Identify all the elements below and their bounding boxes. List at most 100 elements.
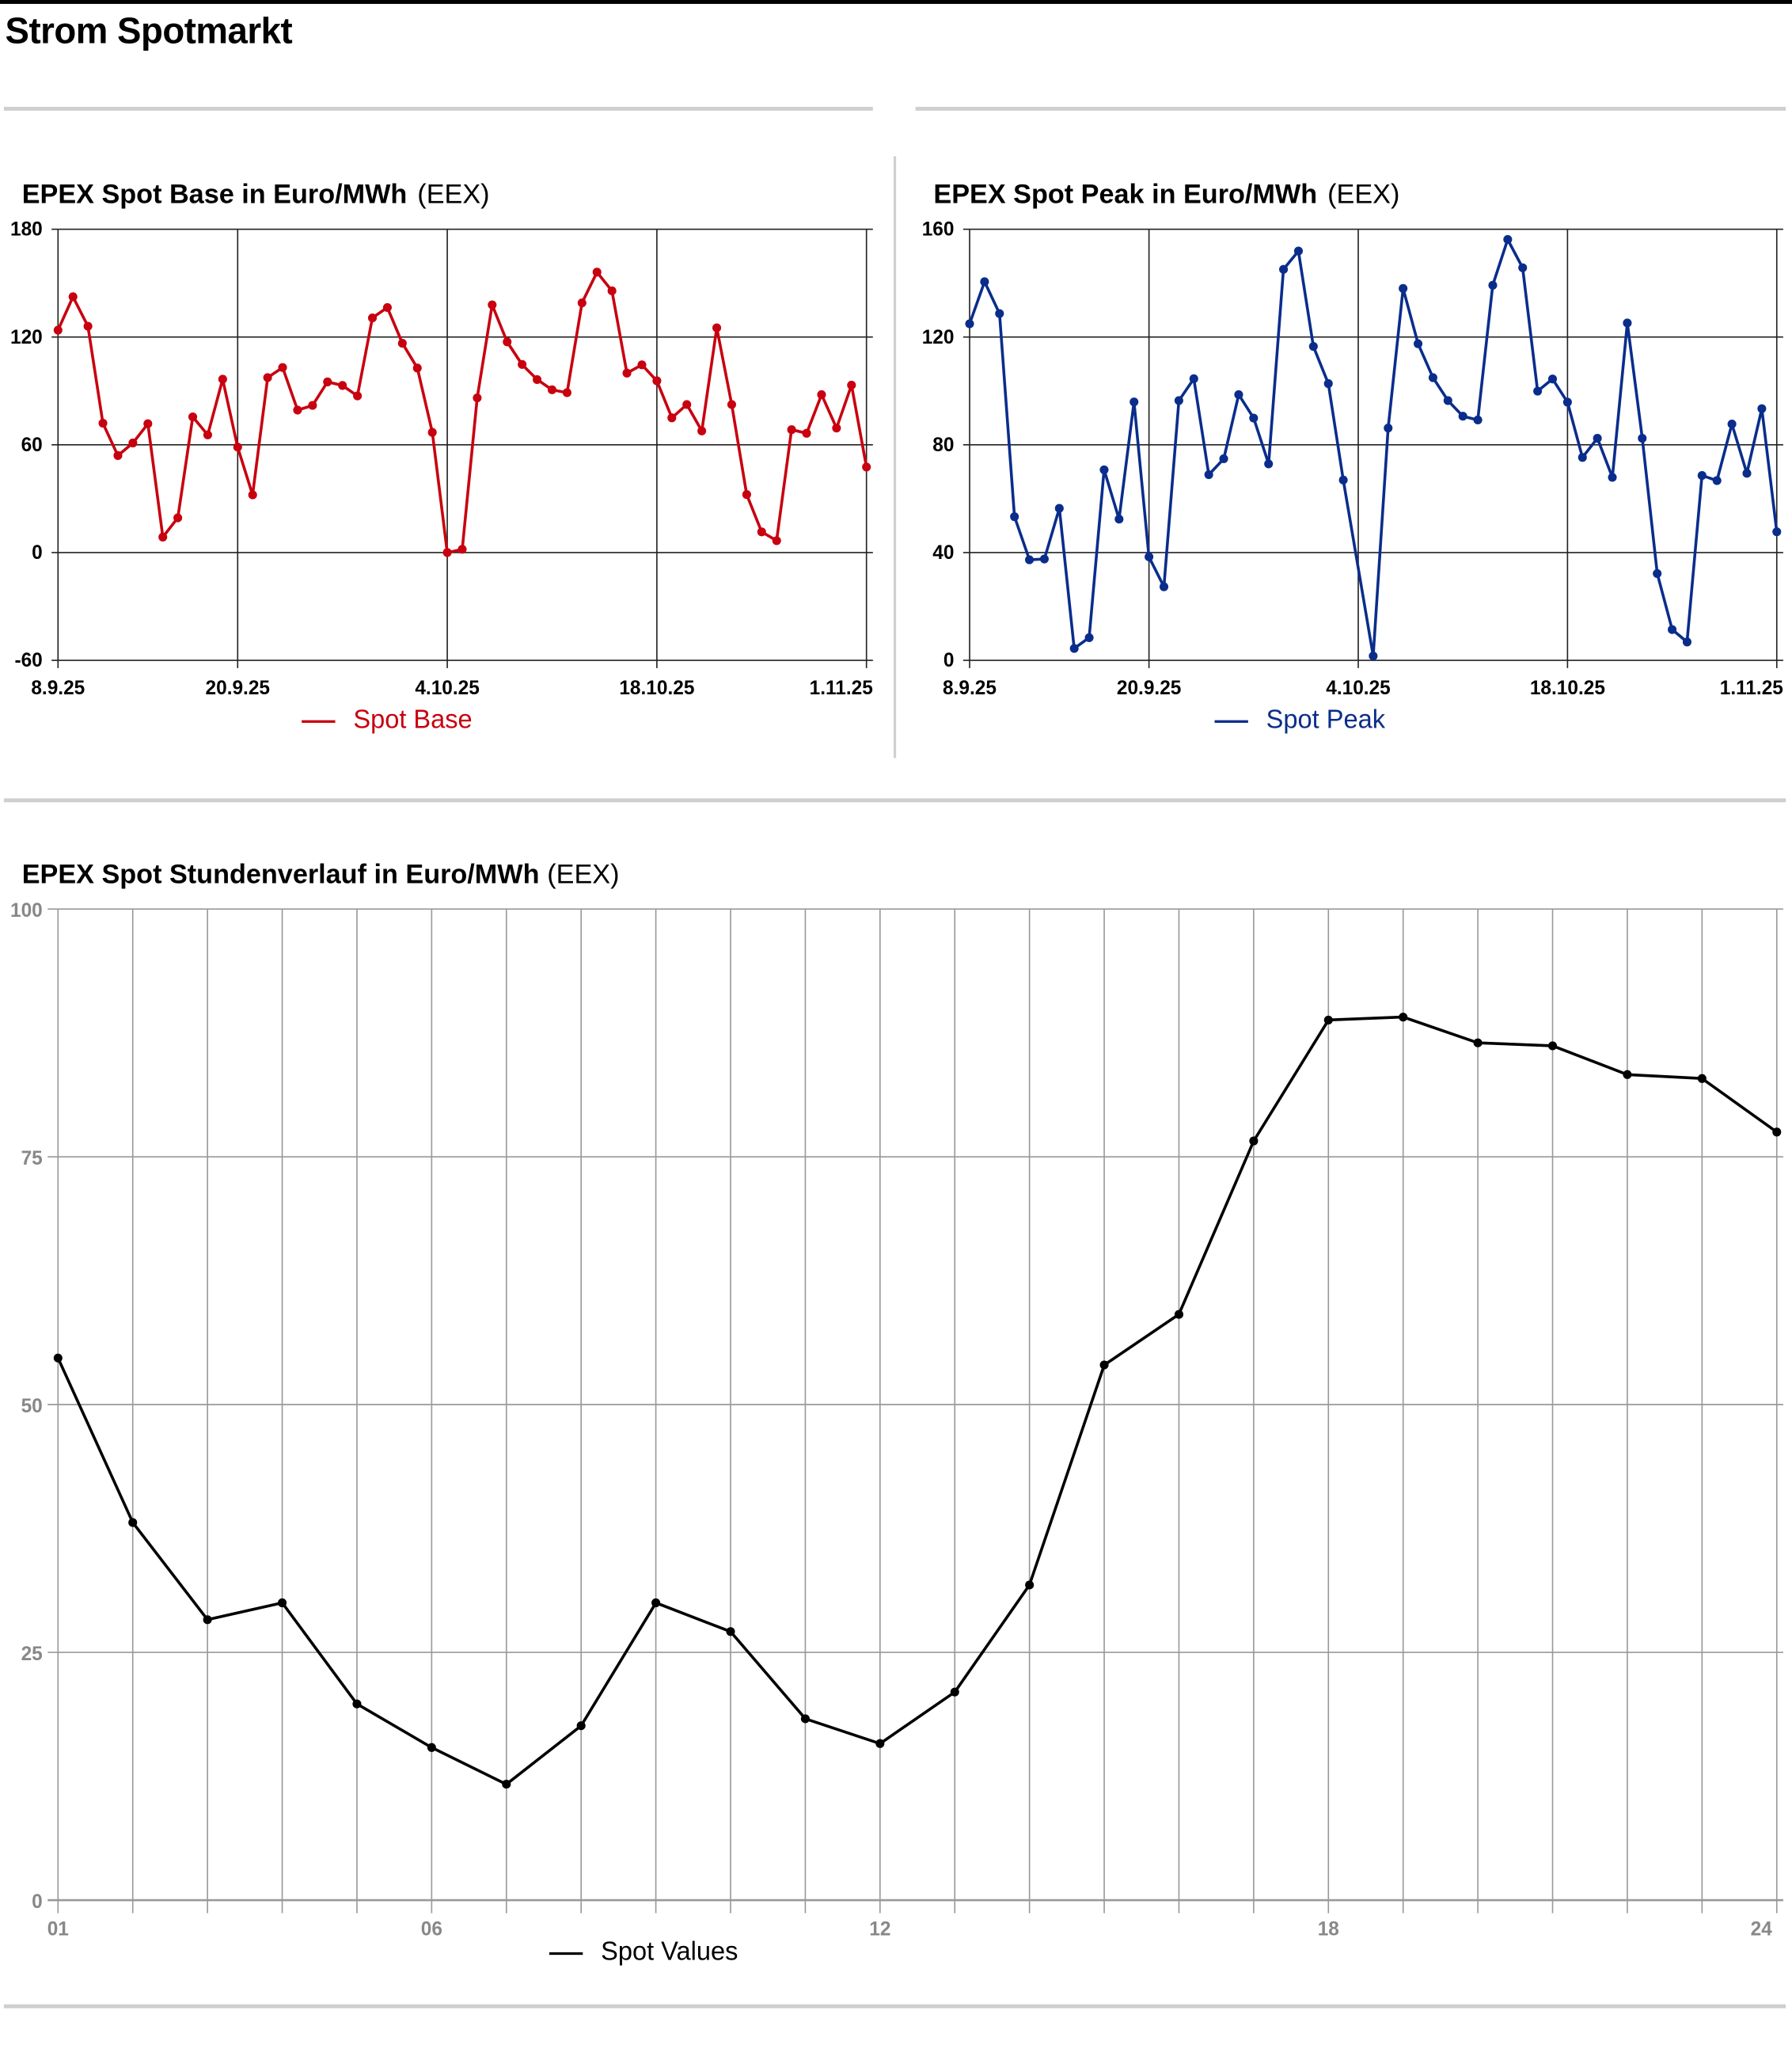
peak-chart-title: EPEX Spot Peak in Euro/MWh (EEX) [933,180,1399,211]
data-point [1204,469,1213,480]
data-point [980,277,989,287]
data-point [607,286,617,295]
data-point [158,532,168,542]
x-tick-label: 1.11.25 [810,678,873,699]
data-point [1623,318,1632,328]
data-point [697,426,707,435]
data-point [577,298,587,308]
data-point [1039,554,1049,564]
data-point [1503,234,1513,245]
data-point [742,490,751,500]
data-point [1473,1038,1483,1047]
data-point [1129,397,1139,407]
data-point [203,430,212,439]
data-point [68,292,78,302]
legend-line-icon [1214,719,1248,723]
data-point [427,428,437,437]
data-point [188,412,198,422]
data-point [1099,1360,1109,1370]
data-point [128,1518,138,1527]
base-chart: -60 0 60 120 180 8.9.25 20.9.25 4.10.25 18.10.25… [10,219,873,699]
data-point [727,400,736,409]
data-point [1338,475,1348,485]
data-point [950,1687,959,1697]
hourly-legend: Spot Values [549,1938,738,1968]
data-point [427,1743,436,1752]
data-point [1577,453,1587,462]
data-point [352,1699,362,1709]
series-line [968,238,1779,658]
y-tick-label: 0 [32,542,43,564]
data-point [1623,1070,1632,1079]
data-point [1533,386,1543,396]
data-point [847,380,856,390]
data-point [712,323,722,333]
data-point [173,513,183,523]
x-tick-label: 18 [1318,1918,1339,1940]
data-point [1608,473,1617,482]
data-point [113,450,123,460]
data-point [1323,1015,1333,1025]
data-point [1159,582,1169,591]
y-tick-label: 180 [10,219,43,241]
x-tick-label: 4.10.25 [1326,678,1391,699]
base-source: (EEX) [417,180,490,210]
hourly-source: (EEX) [547,859,620,890]
data-point [1562,397,1572,407]
divider [3,2004,1786,2009]
data-point [1712,476,1722,485]
page-title: Strom Spotmarkt [5,10,293,51]
data-point [652,376,662,386]
data-point [1742,469,1752,478]
data-point [757,527,766,537]
data-point [473,393,482,403]
peak-legend: Spot Peak [1214,706,1385,736]
data-point [1399,283,1408,293]
data-point [323,377,332,386]
data-point [726,1627,735,1636]
divider [3,106,873,111]
x-tick-label: 20.9.25 [206,678,271,699]
data-point [277,1598,287,1608]
y-tick-label: 120 [10,327,43,348]
data-point [1697,1074,1707,1083]
data-point [1264,459,1274,469]
data-point [817,390,826,400]
x-tick-label: 1.11.25 [1720,678,1783,699]
data-point [1443,396,1452,405]
data-point [576,1721,586,1731]
data-point [128,438,138,448]
data-point [457,545,467,554]
data-point [1174,396,1183,405]
data-point [1428,373,1437,382]
peak-chart: 0 40 80 120 160 8.9.25 20.9.25 4.10.25 18.10.25 1… [922,219,1783,699]
data-point [1308,341,1318,352]
x-tick-label: 18.10.25 [1530,678,1605,699]
data-point [1145,552,1154,561]
x-tick-label: 24 [1751,1918,1773,1940]
data-point [1593,434,1602,443]
data-point [382,302,392,313]
data-point [562,388,571,397]
data-point [518,359,527,369]
data-point [800,1714,810,1724]
data-point [367,314,378,323]
data-point [1547,1041,1558,1051]
data-point [1772,1127,1782,1137]
data-point [1189,374,1198,383]
data-point [308,401,317,410]
data-point [53,1353,63,1363]
hourly-legend-label: Spot Values [601,1937,738,1967]
y-tick-label: 160 [922,219,955,241]
base-title-text: EPEX Spot Base in Euro/MWh [21,180,408,210]
data-point [1413,339,1423,348]
data-point [1234,390,1243,400]
data-point [875,1739,885,1748]
data-point [488,300,497,310]
top-bar [0,0,1792,4]
data-point [1249,413,1259,423]
data-point [1323,378,1333,389]
data-point [293,405,302,415]
data-point [412,363,422,373]
